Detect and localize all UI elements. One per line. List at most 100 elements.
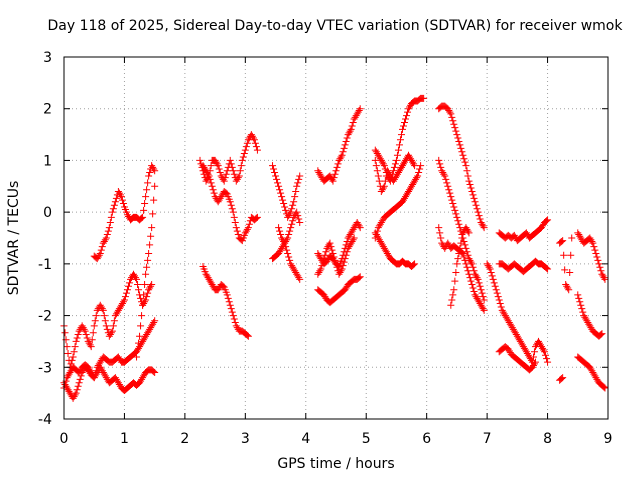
- data-point: [243, 225, 251, 233]
- data-point: [112, 194, 120, 202]
- data-point: [295, 274, 303, 282]
- data-point: [497, 303, 505, 311]
- data-point: [449, 200, 457, 208]
- data-point: [394, 146, 402, 154]
- data-point: [89, 329, 97, 337]
- data-point: [544, 216, 552, 224]
- y-tick-label: -2: [38, 309, 52, 325]
- data-point: [326, 239, 334, 247]
- data-point: [449, 117, 457, 125]
- data-point: [415, 168, 423, 176]
- data-point: [577, 301, 585, 309]
- data-series: [574, 353, 609, 392]
- data-point: [489, 275, 497, 283]
- data-point: [450, 286, 458, 294]
- data-point: [140, 291, 148, 299]
- data-point: [531, 358, 539, 366]
- data-point: [600, 383, 608, 391]
- data-point: [529, 353, 537, 361]
- data-point: [210, 189, 218, 197]
- data-series: [371, 162, 425, 242]
- data-point: [87, 343, 95, 351]
- x-tick-label: 2: [180, 431, 189, 447]
- data-point: [464, 267, 472, 275]
- data-point: [150, 368, 158, 376]
- data-point: [341, 255, 349, 263]
- data-series: [90, 162, 159, 263]
- data-series: [483, 260, 552, 366]
- data-point: [150, 165, 158, 173]
- data-point: [226, 198, 234, 206]
- data-point: [458, 148, 466, 156]
- data-point: [283, 246, 291, 254]
- data-point: [595, 260, 603, 268]
- data-point: [242, 143, 250, 151]
- data-point: [293, 208, 301, 216]
- data-point: [110, 317, 118, 325]
- data-point: [230, 213, 238, 221]
- data-point: [560, 251, 568, 259]
- data-point: [398, 125, 406, 133]
- data-series: [199, 262, 252, 340]
- data-point: [117, 193, 125, 201]
- data-point: [229, 312, 237, 320]
- data-point: [451, 206, 459, 214]
- data-point: [286, 256, 294, 264]
- data-point: [103, 231, 111, 239]
- data-series: [269, 208, 304, 263]
- data-point: [464, 172, 472, 180]
- data-point: [461, 158, 469, 166]
- data-point: [231, 318, 239, 326]
- data-point: [135, 339, 143, 347]
- data-point: [450, 203, 458, 211]
- data-point: [149, 210, 157, 218]
- data-series: [314, 105, 364, 185]
- data-point: [413, 174, 421, 182]
- data-point: [463, 167, 471, 175]
- data-point: [464, 251, 472, 259]
- data-point: [148, 281, 156, 289]
- data-point: [451, 277, 459, 285]
- data-point: [460, 155, 468, 163]
- data-point: [100, 312, 108, 320]
- data-point: [133, 275, 141, 283]
- data-point: [559, 237, 567, 245]
- data-series: [495, 216, 552, 245]
- data-point: [281, 239, 289, 247]
- data-point: [492, 286, 500, 294]
- data-series: [196, 131, 261, 185]
- data-point: [455, 137, 463, 145]
- data-point: [72, 389, 80, 397]
- data-point: [287, 224, 295, 232]
- data-point: [69, 353, 77, 361]
- data-point: [330, 253, 338, 261]
- data-point: [350, 234, 358, 242]
- data-point: [73, 386, 81, 394]
- data-point: [253, 213, 261, 221]
- data-point: [437, 234, 445, 242]
- data-point: [215, 165, 223, 173]
- data-point: [337, 153, 345, 161]
- chart-title: Day 118 of 2025, Sidereal Day-to-day VTE…: [47, 18, 623, 34]
- data-point: [477, 286, 485, 294]
- data-point: [435, 156, 443, 164]
- data-point: [594, 256, 602, 264]
- data-point: [467, 258, 475, 266]
- data-point: [144, 289, 152, 297]
- data-point: [270, 165, 278, 173]
- data-point: [67, 360, 75, 368]
- data-point: [63, 343, 71, 351]
- data-point: [70, 348, 78, 356]
- data-point: [229, 208, 237, 216]
- data-point: [251, 139, 259, 147]
- data-point: [107, 329, 115, 337]
- data-point: [82, 331, 90, 339]
- data-point: [380, 182, 388, 190]
- data-point: [80, 325, 88, 333]
- data-point: [286, 227, 294, 235]
- data-point: [495, 296, 503, 304]
- data-point: [410, 261, 418, 269]
- data-point: [144, 179, 152, 187]
- data-point: [91, 317, 99, 325]
- y-tick-label: 1: [43, 153, 52, 169]
